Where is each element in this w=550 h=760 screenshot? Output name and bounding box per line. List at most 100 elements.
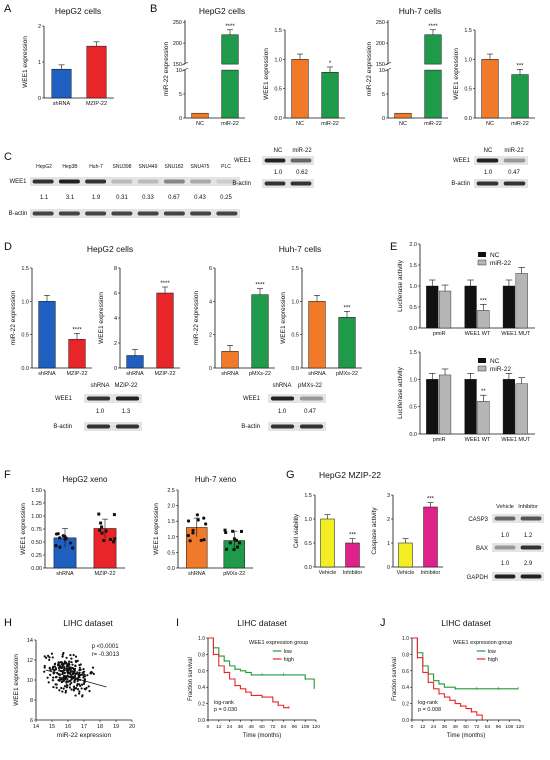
data-point (69, 668, 72, 671)
y-axis-label: Luciferase activity (397, 259, 404, 311)
data-point (186, 519, 191, 523)
y-tick-label: 1.5 (21, 266, 29, 272)
data-point (68, 686, 71, 689)
lane-label: Inhibitor (518, 504, 538, 510)
data-point (61, 690, 64, 693)
y-axis-label: miR-22 expression (366, 42, 373, 97)
data-point (72, 653, 75, 657)
bar-chart (283, 29, 345, 119)
data-point (80, 673, 84, 676)
y-tick-label: 4 (209, 299, 212, 305)
panel-title: LIHC dataset (63, 618, 113, 628)
data-point (191, 531, 195, 535)
data-point (53, 669, 56, 672)
x-tick-label: 12 (420, 724, 426, 730)
data-point (81, 683, 84, 686)
data-point (69, 683, 72, 686)
x-tick-label: MZIP-22 (154, 371, 175, 377)
y-tick-label: 0.6 (198, 669, 205, 675)
data-point (65, 686, 68, 689)
y-axis-label: Luciferase activity (397, 366, 404, 418)
blot-band (290, 181, 312, 186)
y-tick-label: 0 (38, 96, 41, 102)
blot-band (163, 179, 185, 184)
bar (398, 542, 413, 568)
bar-chart (42, 25, 114, 99)
y-tick-label: 0.75 (31, 527, 42, 533)
y-tick-label: 200 (376, 41, 385, 47)
y-tick-label: 150 (376, 62, 385, 68)
data-point (69, 670, 73, 673)
y-tick-label: 2 (387, 517, 390, 523)
data-point (58, 669, 61, 672)
blot-band (503, 181, 526, 186)
bax-blot (492, 543, 544, 552)
data-point (76, 659, 79, 662)
bar (191, 112, 209, 119)
legend-label: high (488, 657, 498, 663)
y-tick-label: 0.50 (31, 540, 42, 546)
blot-membrane (84, 394, 142, 403)
x-tick-label: NC (399, 121, 407, 127)
d-hep-actin-blot (84, 422, 142, 431)
band-quant: 1.0 (501, 561, 510, 567)
data-point (46, 654, 50, 657)
x-tick-label: 14 (33, 724, 39, 730)
d-hep-wee1-blot (84, 394, 142, 403)
blot-membrane (474, 179, 528, 188)
data-point (112, 540, 116, 544)
grouped-bar-chart (418, 243, 535, 329)
lane-label: shRNA (90, 383, 109, 389)
data-point (51, 667, 54, 671)
data-point (67, 669, 70, 673)
y-tick-label: 2.0 (409, 242, 417, 248)
y-tick-label: 10 (176, 68, 182, 74)
band-quant: 3.1 (66, 195, 75, 201)
x-tick-label: NC (196, 121, 204, 127)
chart-title: HepG2 xeno (63, 475, 108, 484)
panel-letter: G (286, 469, 295, 481)
y-tick-label: 1 (387, 541, 390, 547)
x-tick-label: WEE1 MUT (501, 437, 531, 443)
data-point (53, 665, 56, 668)
y-tick-label: 0.0 (464, 116, 472, 122)
bar (426, 285, 439, 329)
data-point (60, 677, 63, 680)
blot-membrane (492, 543, 544, 552)
bar (86, 45, 107, 99)
significance-label: **** (72, 327, 82, 333)
x-tick-label: 16 (65, 724, 71, 730)
p-value-label: p = 0.030 (214, 707, 237, 713)
x-tick-label: WEE1 WT (465, 331, 491, 337)
data-point (74, 672, 77, 676)
data-point (51, 656, 54, 659)
lane-label: NC (274, 148, 283, 154)
bar-chart (473, 29, 535, 119)
data-point (80, 687, 83, 690)
panel-letter: C (4, 151, 12, 163)
band-quant: 1.0 (96, 409, 105, 415)
y-axis-label: miR-22 expression (10, 291, 17, 346)
data-point (64, 691, 67, 694)
axis-break (384, 67, 392, 72)
y-axis-label: WEE1 expression (280, 292, 287, 344)
data-point (70, 546, 75, 550)
data-point (47, 681, 50, 684)
x-tick-label: 96 (496, 724, 502, 730)
y-axis-label: Cell viability (293, 513, 300, 548)
data-point (92, 672, 95, 676)
data-point (69, 679, 72, 682)
legend-swatch-mir22 (477, 365, 487, 372)
data-point (58, 676, 61, 679)
y-tick-label: 1.0 (304, 517, 312, 523)
bar (464, 285, 477, 329)
band-quant: 0.25 (220, 195, 232, 201)
x-tick-label: pmiR (433, 437, 446, 443)
panel-letter: B (150, 3, 157, 15)
band-quant: 0.31 (116, 195, 128, 201)
data-point (53, 662, 56, 666)
band-quant: 1.0 (274, 170, 283, 176)
data-point (58, 536, 62, 540)
y-tick-label: 0.4 (402, 685, 409, 691)
legend-label: miR-22 (490, 366, 511, 373)
